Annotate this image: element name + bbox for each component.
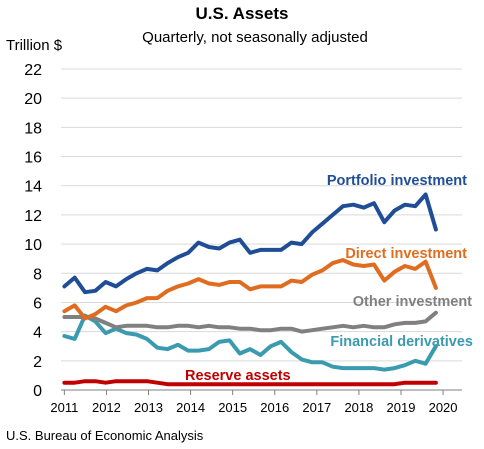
y-tick-label: 10 (24, 237, 42, 254)
series-label-financial-derivatives: Financial derivatives (330, 334, 473, 350)
x-tick-label: 2018 (344, 400, 373, 415)
series-line-portfolio-investment (62, 192, 438, 295)
y-tick-label: 14 (24, 179, 42, 196)
x-tick-label: 2013 (134, 400, 163, 415)
source-note: U.S. Bureau of Economic Analysis (6, 428, 204, 443)
series-label-direct-investment: Direct investment (345, 246, 467, 262)
y-tick-label: 0 (33, 383, 42, 400)
series-line-other-investment (62, 310, 438, 334)
y-axis-unit-label: Trillion $ (6, 37, 63, 54)
gridlines (61, 68, 462, 391)
y-tick-label: 8 (33, 266, 42, 283)
chart-title: U.S. Assets (195, 4, 289, 23)
y-tick-label: 6 (33, 295, 42, 312)
series-line-direct-investment (62, 258, 438, 321)
y-tick-label: 22 (24, 62, 42, 79)
y-tick-label: 20 (24, 91, 42, 108)
x-tick-label: 2019 (387, 400, 416, 415)
series-line-reserve-assets (62, 379, 438, 387)
series-label-other-investment: Other investment (353, 294, 472, 310)
y-tick-label: 18 (24, 120, 42, 137)
x-tick-label: 2011 (50, 400, 78, 415)
x-axis-ticks: 2011 2012 2013 2014 2015 2016 2017 2018 2019 2020 (50, 390, 458, 415)
x-tick-label: 2015 (218, 400, 247, 415)
series-labels: Portfolio investment Direct investment Oth… (185, 173, 473, 384)
series-label-portfolio-investment: Portfolio investment (327, 173, 467, 189)
x-tick-label: 2012 (92, 400, 121, 415)
x-tick-label: 2014 (176, 400, 205, 415)
y-tick-label: 16 (24, 150, 42, 167)
y-axis-ticks: 0 2 4 6 8 10 12 14 16 18 20 22 (24, 62, 42, 400)
y-tick-label: 12 (24, 208, 42, 225)
series-label-reserve-assets: Reserve assets (185, 368, 291, 384)
series-line-financial-derivatives (62, 313, 438, 372)
y-tick-label: 4 (33, 325, 42, 342)
x-tick-label: 2016 (260, 400, 289, 415)
x-tick-label: 2017 (302, 400, 331, 415)
chart-subtitle: Quarterly, not seasonally adjusted (142, 29, 368, 46)
y-tick-label: 2 (33, 354, 42, 371)
x-tick-label: 2020 (429, 400, 458, 415)
series-lines (62, 192, 438, 387)
